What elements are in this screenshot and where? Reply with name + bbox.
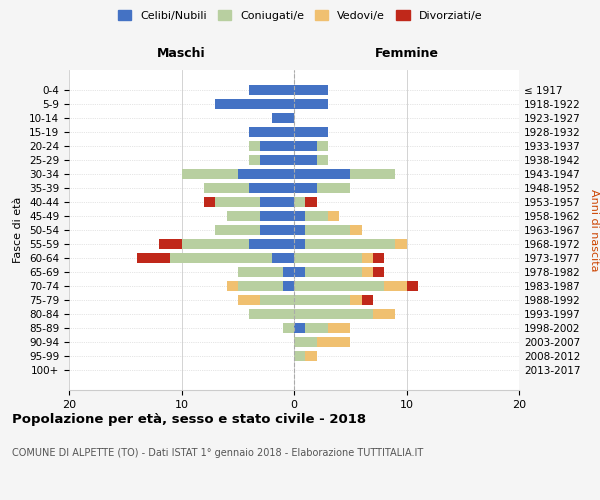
Bar — [249, 239, 294, 250]
Bar — [361, 253, 373, 264]
Bar — [328, 210, 339, 221]
Bar — [271, 253, 294, 264]
Bar — [294, 323, 305, 334]
Bar — [294, 126, 328, 137]
Bar — [204, 196, 215, 207]
Bar — [249, 126, 294, 137]
Bar — [294, 309, 373, 320]
Bar — [238, 168, 294, 179]
Bar — [182, 168, 238, 179]
Bar — [373, 253, 384, 264]
Bar — [384, 281, 407, 291]
Bar — [294, 168, 350, 179]
Bar — [294, 281, 384, 291]
Bar — [317, 154, 328, 165]
Bar — [283, 281, 294, 291]
Bar — [317, 140, 328, 151]
Bar — [249, 309, 294, 320]
Bar — [395, 239, 407, 250]
Bar — [227, 281, 238, 291]
Bar — [249, 140, 260, 151]
Bar — [305, 239, 395, 250]
Bar — [294, 196, 305, 207]
Bar — [350, 224, 361, 235]
Text: Maschi: Maschi — [157, 47, 206, 60]
Bar — [294, 337, 317, 347]
Bar — [350, 168, 395, 179]
Bar — [260, 224, 294, 235]
Bar — [260, 295, 294, 306]
Bar — [283, 323, 294, 334]
Bar — [260, 196, 294, 207]
Bar — [373, 309, 395, 320]
Bar — [407, 281, 418, 291]
Bar — [294, 84, 328, 95]
Text: Femmine: Femmine — [374, 47, 439, 60]
Bar — [350, 295, 361, 306]
Bar — [260, 210, 294, 221]
Bar — [294, 210, 305, 221]
Bar — [215, 224, 260, 235]
Bar — [294, 98, 328, 109]
Bar — [294, 140, 317, 151]
Bar — [283, 267, 294, 278]
Bar — [137, 253, 170, 264]
Bar — [373, 267, 384, 278]
Bar — [260, 140, 294, 151]
Bar — [328, 323, 350, 334]
Bar — [249, 84, 294, 95]
Bar — [249, 154, 260, 165]
Bar — [294, 253, 361, 264]
Bar — [305, 224, 350, 235]
Legend: Celibi/Nubili, Coniugati/e, Vedovi/e, Divorziati/e: Celibi/Nubili, Coniugati/e, Vedovi/e, Di… — [113, 6, 487, 25]
Bar — [294, 351, 305, 362]
Bar — [305, 323, 328, 334]
Bar — [182, 239, 249, 250]
Bar — [317, 182, 350, 193]
Bar — [294, 182, 317, 193]
Bar — [170, 253, 271, 264]
Bar — [227, 210, 260, 221]
Bar — [305, 210, 328, 221]
Bar — [249, 182, 294, 193]
Y-axis label: Fasce di età: Fasce di età — [13, 197, 23, 263]
Bar — [305, 351, 317, 362]
Bar — [238, 295, 260, 306]
Bar — [294, 239, 305, 250]
Bar — [294, 295, 350, 306]
Bar — [294, 224, 305, 235]
Bar — [305, 196, 317, 207]
Bar — [260, 154, 294, 165]
Bar — [215, 196, 260, 207]
Bar — [361, 295, 373, 306]
Bar — [204, 182, 249, 193]
Bar — [294, 267, 305, 278]
Bar — [361, 267, 373, 278]
Bar — [317, 337, 350, 347]
Bar — [238, 267, 283, 278]
Bar — [305, 267, 361, 278]
Bar — [271, 112, 294, 123]
Bar — [238, 281, 283, 291]
Bar — [215, 98, 294, 109]
Text: Popolazione per età, sesso e stato civile - 2018: Popolazione per età, sesso e stato civil… — [12, 412, 366, 426]
Bar — [294, 154, 317, 165]
Text: COMUNE DI ALPETTE (TO) - Dati ISTAT 1° gennaio 2018 - Elaborazione TUTTITALIA.IT: COMUNE DI ALPETTE (TO) - Dati ISTAT 1° g… — [12, 448, 423, 458]
Y-axis label: Anni di nascita: Anni di nascita — [589, 188, 599, 271]
Bar — [159, 239, 182, 250]
